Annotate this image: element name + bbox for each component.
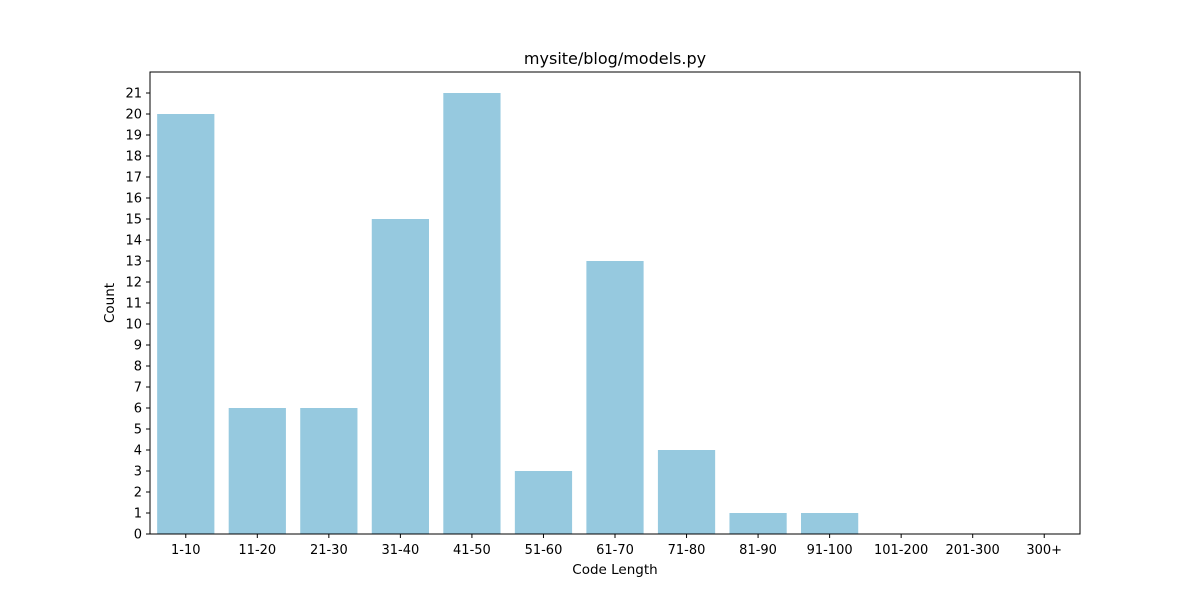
bar-91-100: [801, 513, 859, 534]
x-tick-label: 81-90: [739, 543, 777, 558]
x-tick-label: 71-80: [668, 543, 706, 558]
x-tick-label: 61-70: [596, 543, 634, 558]
y-tick-label: 21: [125, 87, 142, 102]
y-tick-label: 4: [134, 444, 142, 459]
bar-51-60: [514, 471, 573, 534]
y-axis-label: Count: [102, 283, 118, 323]
y-tick-label: 19: [125, 129, 142, 144]
y-tick-label: 18: [125, 150, 142, 165]
y-tick-label: 3: [134, 465, 142, 480]
bar-41-50: [443, 93, 501, 534]
bar-61-70: [586, 261, 644, 534]
y-tick-label: 17: [125, 171, 142, 186]
bar-1-10: [157, 114, 215, 534]
x-tick-label: 11-20: [238, 543, 276, 558]
y-tick-label: 16: [125, 192, 142, 207]
x-tick-label: 41-50: [453, 543, 491, 558]
bar-81-90: [729, 513, 787, 534]
y-tick-label: 0: [134, 528, 142, 543]
bars-layer: [157, 93, 859, 534]
y-tick-label: 10: [125, 318, 142, 333]
y-tick-label: 7: [134, 381, 142, 396]
x-axis-label: Code Length: [572, 562, 657, 578]
y-tick-label: 14: [125, 234, 142, 249]
bar-71-80: [657, 450, 716, 534]
y-tick-label: 12: [125, 276, 142, 291]
x-tick-label: 300+: [1026, 543, 1062, 558]
x-tick-label: 51-60: [525, 543, 563, 558]
y-tick-label: 15: [125, 213, 142, 228]
y-tick-label: 8: [134, 360, 142, 375]
y-tick-label: 1: [134, 507, 142, 522]
bar-21-30: [300, 408, 358, 534]
y-tick-label: 20: [125, 108, 142, 123]
y-tick-label: 11: [125, 297, 142, 312]
x-tick-label: 21-30: [310, 543, 348, 558]
x-tick-label: 31-40: [381, 543, 419, 558]
plot-frame: [149, 71, 1081, 535]
bar-31-40: [371, 219, 429, 534]
bar-11-20: [228, 408, 286, 534]
y-tick-label: 9: [134, 339, 142, 354]
y-tick-label: 13: [125, 255, 142, 270]
y-tick-label: 6: [134, 402, 142, 417]
chart-title: mysite/blog/models.py: [524, 49, 706, 68]
y-tick-label: 5: [134, 423, 142, 438]
x-tick-label: 1-10: [171, 543, 201, 558]
x-tick-label: 201-300: [946, 543, 1000, 558]
x-tick-label: 91-100: [807, 543, 853, 558]
x-axis-ticks: 1-10 11-20 21-30 31-40 41-50 51-60 61-70 71-80 8…: [171, 534, 1062, 558]
y-tick-label: 2: [134, 486, 142, 501]
x-tick-label: 101-200: [874, 543, 928, 558]
